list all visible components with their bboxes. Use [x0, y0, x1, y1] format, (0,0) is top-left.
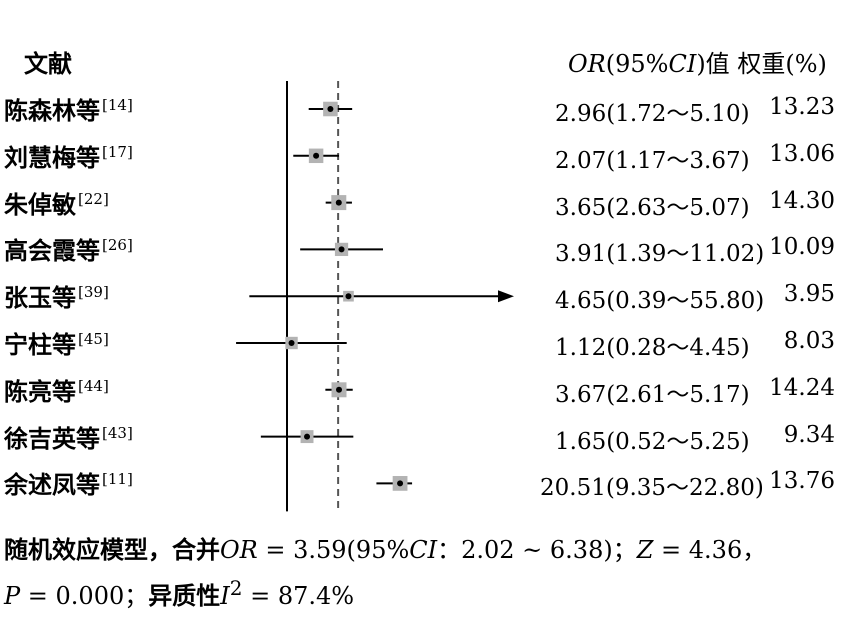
study-ref: [17]: [102, 142, 133, 161]
weight-value: 10.09: [769, 234, 835, 261]
study-name: 陈亮等: [4, 377, 76, 406]
study-name: 高会霞等: [4, 237, 100, 266]
point-estimate: [313, 152, 320, 159]
study-label: 张玉等 [39]: [4, 278, 109, 313]
ci-value: 3.65(2.63～5.07): [555, 194, 750, 221]
ci-value: 1.12(0.28～4.45): [555, 335, 750, 361]
ci-value: 2.96(1.72～5.10): [555, 101, 750, 127]
weight-value: 14.30: [769, 187, 835, 214]
study-label: 刘慧梅等 [17]: [4, 138, 133, 173]
study-ref: [11]: [102, 470, 133, 489]
study-label: 朱倬敏 [22]: [4, 185, 109, 220]
study-label: 高会霞等 [26]: [4, 231, 133, 266]
point-estimate: [397, 480, 404, 487]
point-estimate: [345, 293, 352, 300]
weight-value: 13.23: [769, 94, 835, 120]
summary-line-1: 随机效应模型，合并OR = 3.59(95%CI：2.02 ~ 6.38)；Z …: [4, 536, 767, 564]
study-ref: [22]: [78, 189, 109, 208]
study-name: 刘慧梅等: [4, 143, 100, 172]
study-label: 余述凤等 [11]: [4, 465, 133, 500]
study-name: 徐吉英等: [4, 424, 100, 453]
ci-value: 20.51(9.35～22.80): [540, 475, 764, 502]
study-ref: [14]: [102, 96, 133, 114]
summary-line-2: P = 0.000；异质性I2 = 87.4%: [4, 576, 355, 610]
ci-value: 3.67(2.61～5.17): [555, 381, 750, 408]
weight-value: 13.76: [769, 468, 835, 495]
ci-arrow-icon: [498, 290, 514, 303]
point-estimate: [336, 386, 343, 393]
weight-value: 13.06: [769, 140, 835, 167]
study-name: 陈森林等: [4, 97, 100, 125]
study-label: 徐吉英等 [43]: [4, 419, 133, 454]
point-estimate: [335, 199, 342, 206]
study-name: 张玉等: [4, 284, 76, 313]
study-name: 朱倬敏: [4, 190, 76, 219]
ci-value: 3.91(1.39～11.02): [555, 241, 765, 268]
study-name: 余述凤等: [4, 471, 100, 500]
study-ref: [45]: [78, 330, 109, 348]
weight-value: 3.95: [783, 281, 835, 308]
study-ref: [44]: [78, 376, 109, 395]
point-estimate: [338, 246, 345, 253]
study-label: 宁柱等 [45]: [4, 325, 109, 360]
study-label: 陈森林等 [14]: [4, 91, 133, 126]
ci-value: 2.07(1.17～3.67): [555, 147, 750, 174]
point-estimate: [304, 433, 311, 440]
point-estimate: [288, 340, 295, 346]
weight-value: 9.34: [783, 421, 835, 448]
study-ref: [43]: [102, 423, 133, 442]
ci-value: 1.65(0.52～5.25): [555, 428, 750, 455]
study-column-header: 文献: [24, 50, 72, 78]
study-label: 陈亮等 [44]: [4, 372, 109, 407]
study-ref: [26]: [102, 236, 133, 255]
ci-value: 4.65(0.39～55.80): [555, 288, 765, 315]
study-ref: [39]: [78, 283, 109, 302]
weight-value: 8.03: [783, 328, 835, 354]
or-column-header: OR(95%CI)值 权重(%): [568, 50, 827, 78]
weight-value: 14.24: [769, 374, 835, 401]
point-estimate: [327, 106, 334, 112]
study-name: 宁柱等: [4, 331, 76, 359]
